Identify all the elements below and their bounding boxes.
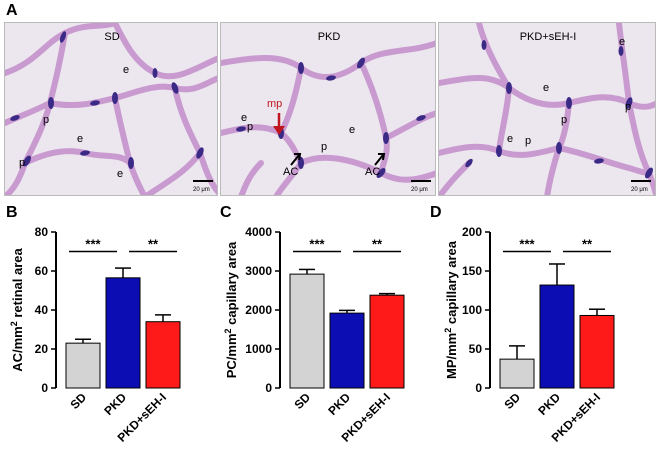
micrograph-sd-image: e p e p e p 20 μm: [5, 23, 217, 196]
y-tick-label: 0: [265, 381, 272, 395]
micro-label: p: [19, 157, 25, 169]
bar: [289, 273, 325, 389]
micro-label: e: [77, 133, 83, 145]
significance-label: **: [372, 237, 383, 252]
x-category-label: SD: [67, 390, 89, 412]
bar: [539, 284, 575, 389]
micro-label: e: [543, 82, 549, 94]
bar: [499, 358, 535, 389]
x-category-label: SD: [501, 390, 523, 412]
significance-label: **: [582, 237, 593, 252]
panel-letter-b: B: [6, 204, 18, 221]
micro-label: p: [126, 192, 132, 196]
micrograph-sd: e p e p e p 20 μm SD: [4, 22, 218, 196]
micrograph-pkd-image: mp e e p p AC AC 20 μm: [221, 23, 435, 195]
y-tick-label: 100: [462, 303, 482, 317]
y-tick-label: 200: [462, 225, 482, 239]
significance-label: ***: [85, 237, 101, 252]
scale-bar-text: 20 μm: [193, 187, 210, 193]
y-axis-label: MP/mm2 capillary area: [443, 240, 459, 379]
x-category-label: SD: [291, 390, 313, 412]
y-tick-label: 20: [35, 342, 49, 356]
micrograph-pkd-seh: e e p p e p 20 μm PKD+sEH-I: [438, 22, 656, 196]
micro-label: p: [247, 121, 253, 133]
micrograph-row: e p e p e p 20 μm SD: [4, 22, 656, 196]
micro-label: e: [241, 112, 247, 124]
bar: [369, 294, 405, 389]
panel-letter-a: A: [6, 2, 18, 19]
bar: [329, 312, 365, 389]
y-tick-label: 3000: [245, 264, 272, 278]
bar: [105, 277, 141, 389]
y-tick-label: 50: [469, 342, 483, 356]
y-tick-label: 40: [35, 303, 49, 317]
significance-label: ***: [309, 237, 325, 252]
micro-label: e: [349, 124, 355, 136]
micrograph-title: SD: [104, 31, 120, 43]
y-tick-label: 80: [35, 225, 49, 239]
micro-label: e: [117, 168, 123, 180]
panel-letter-c: C: [220, 204, 232, 221]
micro-label: AC: [365, 166, 380, 178]
bar: [579, 314, 615, 389]
micro-label: p: [321, 141, 327, 153]
scale-bar-text: 20 μm: [411, 187, 428, 193]
significance-label: ***: [519, 237, 535, 252]
significance-label: **: [148, 237, 159, 252]
bar: [65, 342, 101, 389]
micrograph-title: PKD: [317, 31, 341, 43]
x-category-label: PKD: [325, 390, 353, 418]
micro-label: p: [43, 114, 49, 126]
scale-bar-text: 20 μm: [631, 187, 648, 193]
y-tick-label: 0: [475, 381, 482, 395]
micrograph-title: PKD+sEH-I: [519, 31, 577, 43]
y-tick-label: 60: [35, 264, 49, 278]
micro-label: e: [123, 64, 129, 76]
y-axis-label: AC/mm2 retinal area: [9, 247, 25, 371]
micro-label: p: [561, 114, 567, 126]
micro-label: p: [525, 135, 531, 147]
x-category-label: PKD: [101, 390, 129, 418]
y-tick-label: 4000: [245, 225, 272, 239]
micro-label: AC: [283, 166, 298, 178]
y-tick-label: 0: [41, 381, 48, 395]
micro-label: e: [507, 133, 513, 145]
y-tick-label: 2000: [245, 303, 272, 317]
micro-label-mp: mp: [267, 98, 282, 110]
y-axis-label: PC/mm2 capillary area: [223, 241, 239, 378]
panel-letter-d: D: [430, 204, 442, 221]
micro-label: p: [625, 101, 631, 113]
bar: [145, 321, 181, 389]
y-tick-label: 1000: [245, 342, 272, 356]
micrograph-pkd-seh-image: e e p p e p 20 μm: [439, 23, 655, 195]
micrograph-pkd: mp e e p p AC AC 20 μm PKD: [220, 22, 436, 196]
micro-label: e: [619, 36, 625, 48]
y-tick-label: 150: [462, 264, 482, 278]
x-category-label: PKD: [535, 390, 563, 418]
bar-chart-c: 0 1000 2000 3000 4000 PC/mm2 capillary area SD…: [223, 225, 405, 445]
